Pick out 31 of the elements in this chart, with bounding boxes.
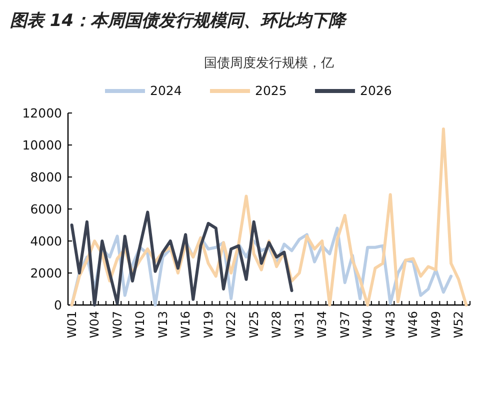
x-tick-label: W16 [178,311,193,338]
legend-label: 2026 [360,83,392,98]
legend-label: 2025 [255,83,287,98]
x-tick-label: W49 [428,311,443,338]
y-tick-label: 10000 [22,138,62,152]
x-tick-label: W22 [224,311,238,338]
chart-subtitle: 国债周度发行规模，亿 [204,55,334,71]
x-tick-label: W25 [246,311,261,338]
chart-title: 图表 14：本周国债发行规模同、环比均下降 [10,11,348,31]
y-tick-label: 4000 [30,234,62,248]
x-tick-label: W04 [88,311,102,338]
x-tick-label: W37 [338,311,352,338]
x-tick-label: W52 [452,311,466,338]
line-series [70,210,294,306]
y-tick-label: 6000 [30,202,62,216]
x-tick-label: W43 [383,311,398,338]
x-tick-label: W10 [133,311,148,338]
y-tick-label: 12000 [22,106,62,120]
x-tick-label: W28 [270,311,284,338]
x-tick-label: W07 [110,311,124,338]
x-tick-label: W40 [360,311,375,338]
x-tick-label: W46 [406,311,420,338]
y-tick-label: 2000 [30,266,62,280]
y-tick-label: 0 [54,298,62,312]
x-tick-label: W13 [156,311,170,338]
x-tick-label: W34 [315,311,330,338]
legend-label: 2024 [150,83,182,98]
x-tick-label: W01 [64,311,79,338]
x-tick-label: W31 [292,311,306,338]
y-tick-label: 8000 [30,170,62,184]
x-tick-label: W19 [201,311,216,338]
